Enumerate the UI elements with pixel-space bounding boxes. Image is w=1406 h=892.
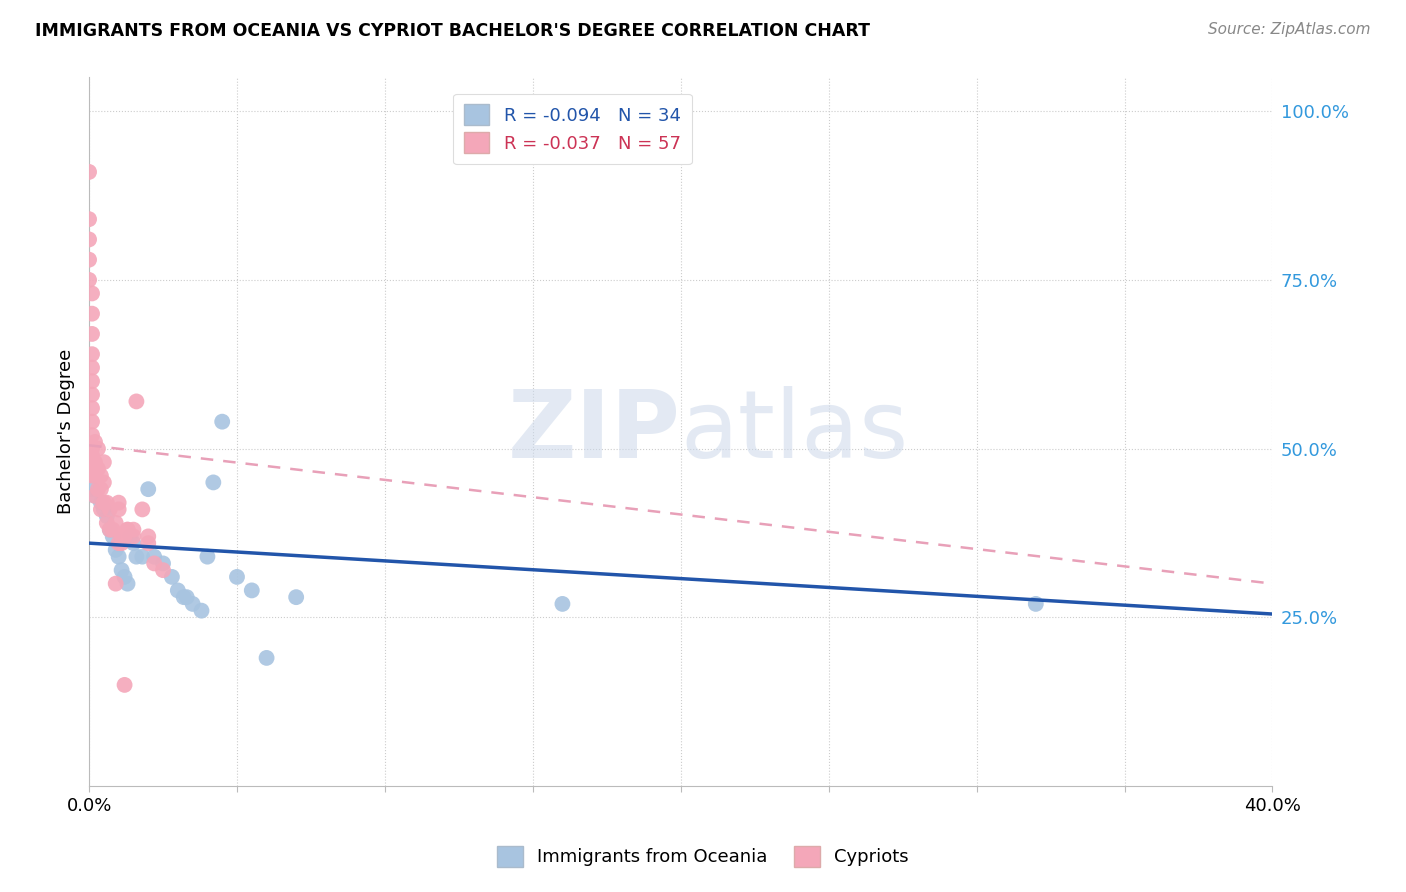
Point [77, 252, 100, 267]
Text: ZIP: ZIP [508, 386, 681, 478]
Point [84, 434, 107, 449]
Point [1025, 597, 1047, 611]
Point [143, 557, 166, 571]
Point [80, 415, 103, 429]
Point [98, 523, 121, 537]
Legend: R = -0.094   N = 34, R = -0.037   N = 57: R = -0.094 N = 34, R = -0.037 N = 57 [453, 94, 692, 164]
Point [101, 523, 124, 537]
Point [80, 482, 103, 496]
Point [136, 482, 159, 496]
Point [96, 496, 118, 510]
Point [136, 536, 159, 550]
Text: IMMIGRANTS FROM OCEANIA VS CYPRIOT BACHELOR'S DEGREE CORRELATION CHART: IMMIGRANTS FROM OCEANIA VS CYPRIOT BACHE… [35, 22, 870, 40]
Point [107, 549, 129, 564]
Point [80, 360, 103, 375]
Point [125, 549, 148, 564]
Point [84, 489, 107, 503]
Point [77, 273, 100, 287]
Point [110, 563, 132, 577]
Point [551, 597, 574, 611]
Point [93, 502, 115, 516]
Point [93, 455, 115, 469]
Point [166, 583, 188, 598]
Point [87, 442, 110, 456]
Point [160, 570, 183, 584]
Point [152, 563, 174, 577]
Point [152, 557, 174, 571]
Point [80, 428, 103, 442]
Point [96, 516, 118, 530]
Legend: Immigrants from Oceania, Cypriots: Immigrants from Oceania, Cypriots [491, 838, 915, 874]
Point [143, 549, 166, 564]
Point [93, 496, 115, 510]
Point [285, 590, 308, 604]
Point [90, 482, 112, 496]
Point [84, 455, 107, 469]
Point [80, 286, 103, 301]
Point [90, 468, 112, 483]
Text: Source: ZipAtlas.com: Source: ZipAtlas.com [1208, 22, 1371, 37]
Point [117, 523, 139, 537]
Point [96, 509, 118, 524]
Point [122, 523, 145, 537]
Point [190, 604, 212, 618]
Point [117, 576, 139, 591]
Point [107, 496, 129, 510]
Point [77, 165, 100, 179]
Point [101, 529, 124, 543]
Point [80, 455, 103, 469]
Point [176, 590, 198, 604]
Point [80, 374, 103, 388]
Point [84, 489, 107, 503]
Point [80, 468, 103, 483]
Point [125, 394, 148, 409]
Point [110, 529, 132, 543]
Text: atlas: atlas [681, 386, 910, 478]
Point [84, 468, 107, 483]
Point [107, 502, 129, 516]
Point [77, 232, 100, 246]
Point [114, 570, 136, 584]
Point [104, 542, 127, 557]
Y-axis label: Bachelor's Degree: Bachelor's Degree [58, 349, 75, 515]
Point [181, 597, 204, 611]
Point [80, 326, 103, 341]
Point [87, 482, 110, 496]
Point [98, 523, 121, 537]
Point [80, 462, 103, 476]
Point [120, 529, 142, 543]
Point [202, 475, 225, 490]
Point [122, 529, 145, 543]
Point [256, 651, 278, 665]
Point [114, 678, 136, 692]
Point [80, 401, 103, 416]
Point [122, 536, 145, 550]
Point [240, 583, 263, 598]
Point [117, 523, 139, 537]
Point [104, 516, 127, 530]
Point [93, 475, 115, 490]
Point [211, 415, 233, 429]
Point [104, 576, 127, 591]
Point [131, 549, 153, 564]
Point [114, 529, 136, 543]
Point [136, 529, 159, 543]
Point [80, 347, 103, 361]
Point [90, 502, 112, 516]
Point [98, 502, 121, 516]
Point [107, 536, 129, 550]
Point [197, 549, 219, 564]
Point [131, 502, 153, 516]
Point [226, 570, 249, 584]
Point [80, 442, 103, 456]
Point [77, 212, 100, 227]
Point [90, 496, 112, 510]
Point [110, 536, 132, 550]
Point [173, 590, 195, 604]
Point [80, 449, 103, 463]
Point [80, 387, 103, 401]
Point [80, 307, 103, 321]
Point [87, 462, 110, 476]
